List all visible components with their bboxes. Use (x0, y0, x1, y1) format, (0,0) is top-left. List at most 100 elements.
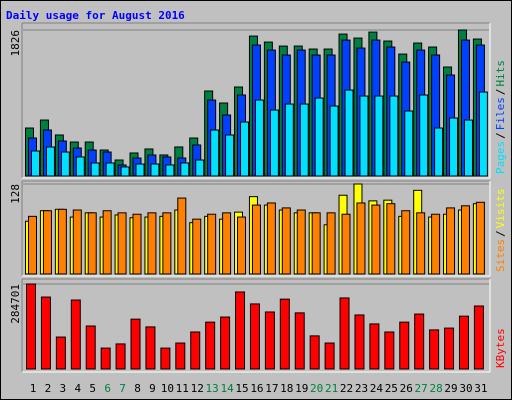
bar (254, 99, 264, 177)
bar (384, 331, 395, 370)
bar (205, 321, 216, 370)
bar (359, 95, 369, 177)
chart-title: Daily usage for August 2016 (6, 9, 185, 22)
bar (339, 297, 350, 370)
bar (389, 95, 399, 177)
legend-separator: / (494, 132, 507, 139)
x-tick-label: 7 (119, 382, 126, 395)
legend-entry: Visits (494, 189, 507, 229)
bar (55, 336, 66, 370)
legend-entry: Files (494, 97, 507, 130)
x-tick-label: 16 (250, 382, 263, 395)
x-tick-label: 1 (30, 382, 37, 395)
bar (220, 316, 231, 370)
x-tick-label: 31 (474, 382, 487, 395)
bar (329, 105, 339, 177)
bar (28, 215, 37, 275)
bar (311, 212, 321, 275)
bar (180, 162, 190, 177)
bar (460, 205, 470, 275)
bar (356, 202, 366, 275)
x-tick-label: 19 (295, 382, 308, 395)
bar (90, 162, 100, 177)
x-tick-label: 9 (149, 382, 156, 395)
bar (165, 164, 175, 177)
bar (446, 207, 456, 275)
bar (190, 331, 201, 370)
bar (434, 127, 444, 177)
x-tick-label: 8 (134, 382, 141, 395)
bar (341, 213, 351, 275)
bar (130, 318, 141, 370)
bar (478, 91, 488, 177)
x-tick-label: 28 (429, 382, 442, 395)
bar (449, 117, 459, 177)
bar (57, 208, 67, 275)
legend-entry: Hits (494, 60, 507, 87)
bar (72, 209, 82, 275)
bar (399, 321, 410, 370)
bar (120, 166, 130, 177)
bar (294, 312, 305, 370)
bar (60, 151, 70, 177)
bar (324, 342, 335, 370)
x-tick-label: 23 (355, 382, 368, 395)
x-tick-label: 26 (400, 382, 413, 395)
y-tick-label: 1826 (9, 30, 22, 57)
bar (269, 109, 279, 177)
bar (279, 298, 290, 370)
bar (175, 342, 186, 370)
bar (147, 212, 157, 275)
legend: Sites /Visits (494, 189, 507, 273)
bar (102, 210, 112, 275)
x-tick-label: 22 (340, 382, 353, 395)
bar (281, 207, 291, 275)
x-tick-label: 15 (235, 382, 248, 395)
bar (100, 347, 111, 370)
legend-entry: KBytes (494, 328, 507, 368)
bar (31, 150, 40, 177)
bar (207, 213, 217, 275)
bar (344, 89, 354, 177)
x-tick-label: 14 (220, 382, 234, 395)
x-tick-label: 17 (265, 382, 278, 395)
y-tick-label: 128 (9, 184, 22, 204)
x-tick-label: 12 (191, 382, 204, 395)
bar (115, 343, 126, 370)
bar (296, 209, 306, 275)
bar (87, 212, 97, 275)
bar (404, 110, 414, 177)
bar (309, 335, 320, 370)
bar (419, 94, 429, 177)
bar (132, 213, 142, 275)
bar (429, 329, 440, 370)
x-tick-label: 27 (415, 382, 428, 395)
x-tick-label: 13 (206, 382, 219, 395)
bar (145, 326, 156, 370)
legend-entry: Pages (494, 141, 507, 174)
bar (374, 95, 384, 177)
bar (160, 347, 171, 370)
x-tick-label: 18 (280, 382, 293, 395)
x-tick-label: 10 (161, 382, 174, 395)
x-tick-label: 30 (459, 382, 472, 395)
bar (444, 327, 455, 370)
bar (475, 201, 485, 275)
bar (225, 134, 235, 177)
bar (431, 213, 441, 275)
x-tick-label: 6 (104, 382, 111, 395)
bar (105, 162, 115, 177)
x-tick-label: 25 (385, 382, 398, 395)
bar (326, 212, 336, 275)
bar (414, 313, 425, 370)
bar (162, 212, 172, 275)
bar (135, 163, 145, 177)
bar (386, 203, 396, 275)
bar (240, 121, 250, 177)
bar (251, 204, 261, 275)
bar (150, 163, 160, 177)
bar (70, 299, 81, 370)
bar (192, 218, 202, 275)
bar (266, 202, 276, 275)
legend: Pages/Files/Hits (494, 60, 507, 174)
